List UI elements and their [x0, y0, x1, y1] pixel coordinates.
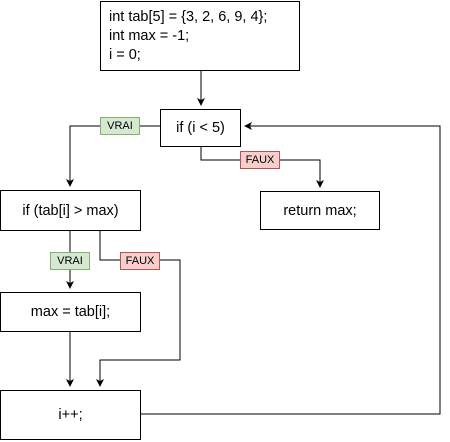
increment-text: i++; [58, 407, 83, 423]
init-line-1: int tab[5] = {3, 2, 6, 9, 4}; [109, 9, 268, 25]
assignment-block: max = tab[i]; [0, 292, 141, 332]
init-line-2: int max = -1; [109, 28, 190, 44]
return-text: return max; [283, 202, 357, 219]
init-line-3: i = 0; [109, 47, 141, 63]
compare-true-label: VRAI [50, 252, 90, 270]
arrow-loop-true [66, 125, 160, 187]
increment-block: i++; [0, 390, 141, 440]
assignment-text: max = tab[i]; [30, 304, 111, 320]
loop-true-label: VRAI [100, 117, 140, 135]
compare-false-label: FAUX [120, 252, 160, 270]
arrow-compare-false [96, 231, 181, 387]
return-block: return max; [260, 191, 380, 230]
init-block: int tab[5] = {3, 2, 6, 9, 4}; int max = … [100, 1, 300, 71]
compare-condition-text: if (tab[i] > max) [22, 202, 119, 219]
loop-condition-text: if (i < 5) [176, 120, 225, 136]
loop-condition-block: if (i < 5) [160, 109, 241, 147]
loop-false-label: FAUX [240, 151, 280, 169]
compare-condition-block: if (tab[i] > max) [0, 190, 141, 231]
arrow-loop-back [141, 122, 441, 415]
